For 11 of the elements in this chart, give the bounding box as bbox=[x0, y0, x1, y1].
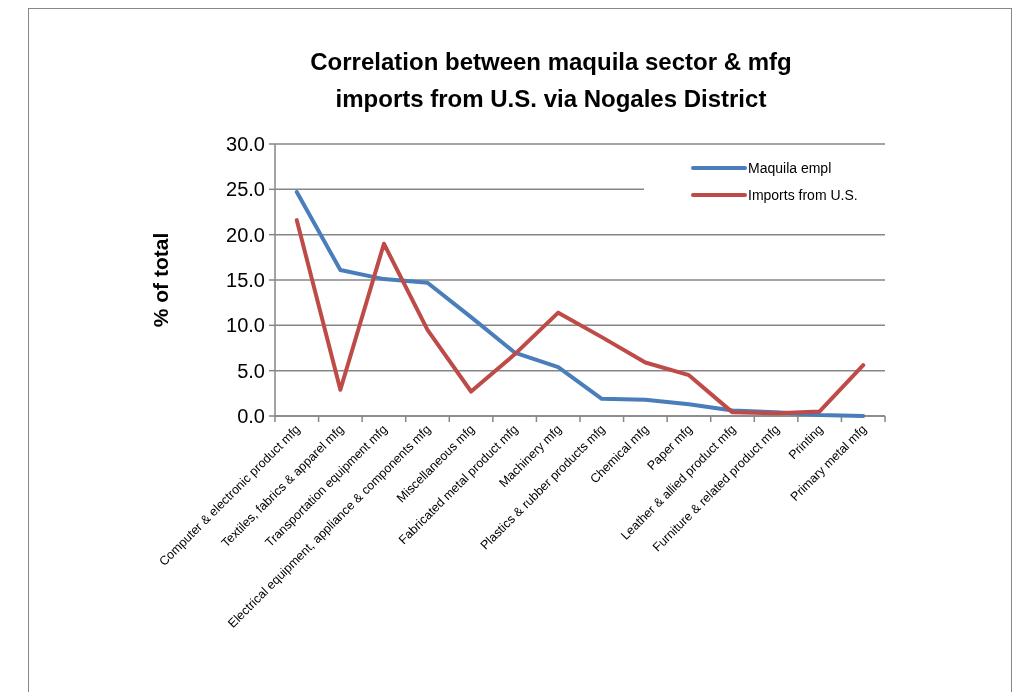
y-axis-title: % of total bbox=[149, 232, 172, 328]
y-tick-label: 20.0 bbox=[226, 223, 265, 246]
y-tick-label: 15.0 bbox=[226, 269, 265, 291]
legend-label: Imports from U.S. bbox=[748, 186, 858, 203]
y-tick-label: 30.0 bbox=[226, 133, 265, 155]
y-tick-label: 10.0 bbox=[226, 314, 265, 337]
legend-label: Maquila empl bbox=[748, 159, 832, 176]
y-tick-label: 5.0 bbox=[237, 359, 265, 382]
chart-title: Correlation between maquila sector & mfg imports from U.S. via Nogales District bbox=[310, 48, 792, 112]
y-tick-label: 25.0 bbox=[226, 178, 265, 201]
y-tick-label: 0.0 bbox=[237, 405, 265, 427]
